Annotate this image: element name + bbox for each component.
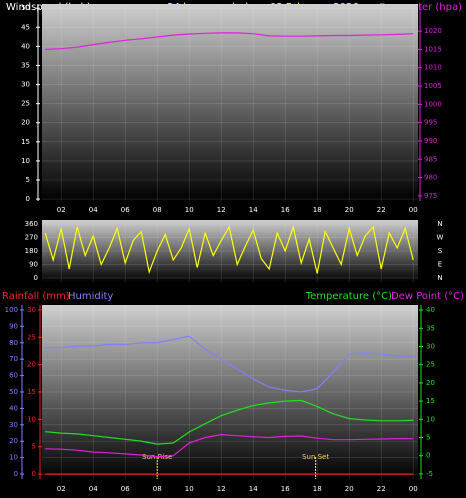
y-tick-label: 30: [426, 342, 435, 350]
x-tick-label: 02: [57, 485, 66, 493]
y-tick-label: 5: [426, 434, 430, 442]
x-tick-label: 00: [409, 485, 418, 493]
y-tick-label: 50: [9, 388, 18, 396]
x-tick-label: 00: [409, 206, 418, 214]
y-tick-label: 0: [14, 470, 18, 478]
x-tick-label: 16: [281, 485, 290, 493]
y-tick-label: 70: [9, 355, 18, 363]
series-line: [45, 32, 414, 50]
y-tick-label: 985: [424, 155, 437, 163]
y-tick-label: 10: [9, 454, 18, 462]
y-tick-label: 20: [9, 437, 18, 445]
plot-area: [42, 4, 418, 201]
y-tick-label: 360: [25, 220, 38, 228]
x-tick-label: 08: [153, 206, 162, 214]
y-tick-label: N: [437, 220, 442, 228]
y-tick-label: 10: [426, 415, 435, 423]
y-tick-label: S: [438, 247, 443, 255]
series-line: [45, 335, 414, 393]
x-tick-label: 20: [345, 485, 354, 493]
y-tick-label: 995: [424, 119, 437, 127]
y-tick-label: 0: [34, 274, 38, 282]
series-line: [45, 399, 414, 445]
plot-area: [42, 305, 418, 479]
x-tick-label: 10: [185, 206, 194, 214]
y-tick-label: 35: [426, 324, 435, 332]
x-tick-label: 16: [281, 206, 290, 214]
x-tick-label: 06: [121, 206, 130, 214]
y-tick-label: 15: [21, 138, 30, 146]
y-tick-label: -5: [426, 470, 433, 478]
y-tick-label: 40: [9, 404, 18, 412]
x-tick-label: 04: [89, 206, 98, 214]
y-tick-label: 180: [25, 247, 38, 255]
y-tick-label: 60: [9, 372, 18, 380]
y-tick-label: 25: [27, 333, 36, 341]
x-tick-label: 22: [377, 206, 386, 214]
x-tick-label: 20: [345, 206, 354, 214]
x-tick-label: 18: [313, 206, 322, 214]
y-tick-label: W: [437, 234, 444, 242]
rainfall-axis-label: Rainfall (mm): [2, 291, 70, 302]
y-tick-label: 30: [9, 421, 18, 429]
y-tick-label: 25: [426, 361, 435, 369]
y-tick-label: 40: [426, 306, 435, 314]
y-tick-label: 15: [426, 397, 435, 405]
y-tick-label: 90: [29, 260, 38, 268]
series-line: [44, 224, 414, 275]
y-tick-label: 10: [27, 415, 36, 423]
y-tick-label: 20: [21, 119, 30, 127]
y-tick-label: 1005: [424, 82, 442, 90]
y-tick-label: 0: [26, 195, 30, 203]
x-tick-label: 10: [185, 485, 194, 493]
y-tick-label: 45: [21, 23, 30, 31]
y-tick-label: N: [437, 274, 442, 282]
series-line: [45, 433, 414, 458]
x-tick-label: 18: [313, 485, 322, 493]
y-tick-label: 25: [21, 100, 30, 108]
y-tick-label: 80: [9, 339, 18, 347]
y-tick-label: 5: [32, 443, 36, 451]
y-tick-label: 270: [25, 234, 38, 242]
y-tick-label: E: [438, 260, 442, 268]
x-tick-label: 14: [249, 206, 258, 214]
y-tick-label: 975: [424, 192, 437, 200]
x-tick-label: 12: [217, 485, 226, 493]
y-tick-label: 980: [424, 174, 437, 182]
x-tick-label: 22: [377, 485, 386, 493]
y-tick-label: 20: [426, 379, 435, 387]
y-tick-label: 1000: [424, 100, 442, 108]
y-tick-label: 20: [27, 361, 36, 369]
annotation-label: Sun Set: [302, 453, 329, 461]
y-tick-label: 30: [27, 306, 36, 314]
humidity-axis-label: Humidity: [68, 291, 113, 302]
y-tick-label: 1010: [424, 64, 442, 72]
temperature-axis-label: Temperature (°C): [305, 291, 392, 302]
y-tick-label: 50: [21, 4, 30, 12]
y-tick-label: 35: [21, 61, 30, 69]
y-tick-label: 100: [5, 306, 18, 314]
dewpoint-axis-label: Dew Point (°C): [391, 291, 464, 302]
y-tick-label: 40: [21, 42, 30, 50]
x-tick-label: 12: [217, 206, 226, 214]
barometer-axis-label: Barometer (hpa): [379, 2, 462, 13]
x-tick-label: 02: [57, 206, 66, 214]
y-tick-label: 1020: [424, 27, 442, 35]
y-tick-label: 1015: [424, 45, 442, 53]
y-tick-label: 0: [32, 470, 36, 478]
y-tick-label: 10: [21, 157, 30, 165]
x-tick-label: 04: [89, 485, 98, 493]
y-tick-label: 990: [424, 137, 437, 145]
y-tick-label: 30: [21, 81, 30, 89]
x-tick-label: 14: [249, 485, 258, 493]
y-tick-label: 15: [27, 388, 36, 396]
x-tick-label: 06: [121, 485, 130, 493]
y-tick-label: 0: [426, 452, 430, 460]
x-tick-label: 08: [153, 485, 162, 493]
y-tick-label: 5: [26, 176, 30, 184]
y-tick-label: 90: [9, 322, 18, 330]
